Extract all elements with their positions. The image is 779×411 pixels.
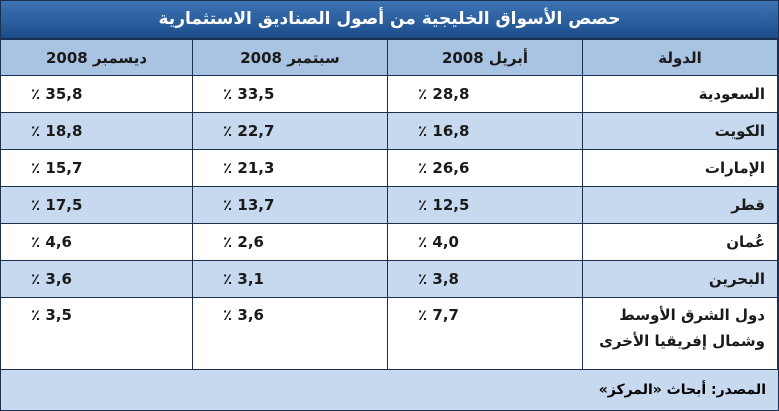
country-cell: السعودية	[582, 75, 778, 113]
value-cell: ٪ 3,5	[0, 297, 193, 373]
table-row: السعودية ٪ 28,8 ٪ 33,5 ٪ 35,8	[0, 75, 778, 113]
value-cell: ٪ 21,3	[192, 149, 388, 187]
table-row: الإمارات ٪ 26,6 ٪ 21,3 ٪ 15,7	[0, 149, 778, 187]
value-cell: ٪ 18,8	[0, 112, 193, 150]
value-cell: ٪ 33,5	[192, 75, 388, 113]
header-row: الدولة أبريل 2008 سبتمبر 2008 ديسمبر 2008	[0, 39, 778, 76]
country-cell: عُمان	[582, 223, 778, 261]
value-cell: ٪ 13,7	[192, 186, 388, 224]
source-note: المصدر: أبحاث «المركز»	[1, 369, 778, 410]
value-cell: ٪ 16,8	[387, 112, 583, 150]
value-cell: ٪ 4,6	[0, 223, 193, 261]
table-row: الكويت ٪ 16,8 ٪ 22,7 ٪ 18,8	[0, 112, 778, 150]
value-cell: ٪ 3,8	[387, 260, 583, 298]
column-header: ديسمبر 2008	[0, 39, 193, 76]
country-cell: الكويت	[582, 112, 778, 150]
value-cell: ٪ 3,6	[192, 297, 388, 373]
value-cell: ٪ 3,6	[0, 260, 193, 298]
value-cell: ٪ 7,7	[387, 297, 583, 373]
data-table: الدولة أبريل 2008 سبتمبر 2008 ديسمبر 2008 ا…	[0, 39, 778, 373]
country-cell: البحرين	[582, 260, 778, 298]
column-header: الدولة	[582, 39, 778, 76]
value-cell: ٪ 35,8	[0, 75, 193, 113]
value-cell: ٪ 12,5	[387, 186, 583, 224]
table-row: دول الشرق الأوسط وشمال إفريقيا الأخرى ٪ 7…	[0, 297, 778, 373]
table-title: حصص الأسواق الخليجية من أصول الصناديق ال…	[1, 1, 778, 39]
value-cell: ٪ 22,7	[192, 112, 388, 150]
table-row: قطر ٪ 12,5 ٪ 13,7 ٪ 17,5	[0, 186, 778, 224]
value-cell: ٪ 17,5	[0, 186, 193, 224]
country-cell: دول الشرق الأوسط وشمال إفريقيا الأخرى	[582, 297, 778, 373]
table-row: عُمان ٪ 4,0 ٪ 2,6 ٪ 4,6	[0, 223, 778, 261]
column-header: أبريل 2008	[387, 39, 583, 76]
country-cell: قطر	[582, 186, 778, 224]
country-cell: الإمارات	[582, 149, 778, 187]
value-cell: ٪ 2,6	[192, 223, 388, 261]
value-cell: ٪ 26,6	[387, 149, 583, 187]
value-cell: ٪ 4,0	[387, 223, 583, 261]
value-cell: ٪ 3,1	[192, 260, 388, 298]
value-cell: ٪ 28,8	[387, 75, 583, 113]
column-header: سبتمبر 2008	[192, 39, 388, 76]
table-row: البحرين ٪ 3,8 ٪ 3,1 ٪ 3,6	[0, 260, 778, 298]
value-cell: ٪ 15,7	[0, 149, 193, 187]
